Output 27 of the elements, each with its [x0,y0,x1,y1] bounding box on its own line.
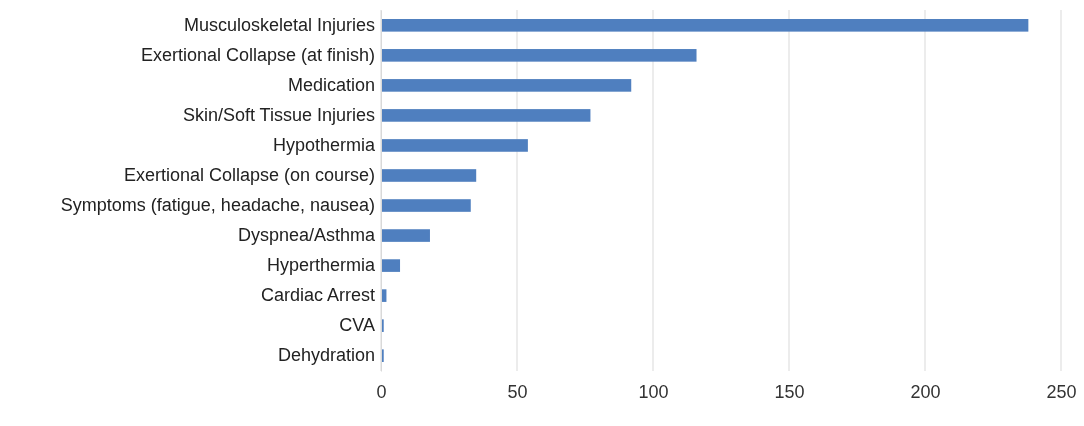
x-tick-label: 200 [910,381,941,402]
bar [381,79,632,92]
y-tick-label: CVA [339,315,375,336]
x-tick-label: 100 [638,381,669,402]
y-tick-label: Cardiac Arrest [260,285,375,306]
bar [381,19,1029,32]
bar [381,199,471,212]
bar [381,49,697,62]
y-tick-label: Hyperthermia [266,255,376,276]
bar [381,109,591,122]
y-tick-label: Medication [287,75,375,96]
bar [381,259,401,272]
y-tick-label: Musculoskeletal Injuries [183,15,375,36]
x-tick-label: 250 [1046,381,1077,402]
y-tick-label: Exertional Collapse (on course) [123,165,375,186]
x-tick-label: 0 [376,381,387,402]
y-tick-label: Skin/Soft Tissue Injuries [182,105,375,126]
y-tick-label: Dehydration [277,345,375,366]
bar [381,229,430,242]
y-tick-label: Hypothermia [272,135,376,156]
bar [381,169,477,182]
x-tick-label: 50 [507,381,528,402]
x-tick-label: 150 [774,381,805,402]
y-tick-label: Exertional Collapse (at finish) [140,45,375,66]
y-tick-label: Symptoms (fatigue, headache, nausea) [60,195,375,216]
y-tick-label: Dyspnea/Asthma [237,225,376,246]
bar [381,139,528,152]
